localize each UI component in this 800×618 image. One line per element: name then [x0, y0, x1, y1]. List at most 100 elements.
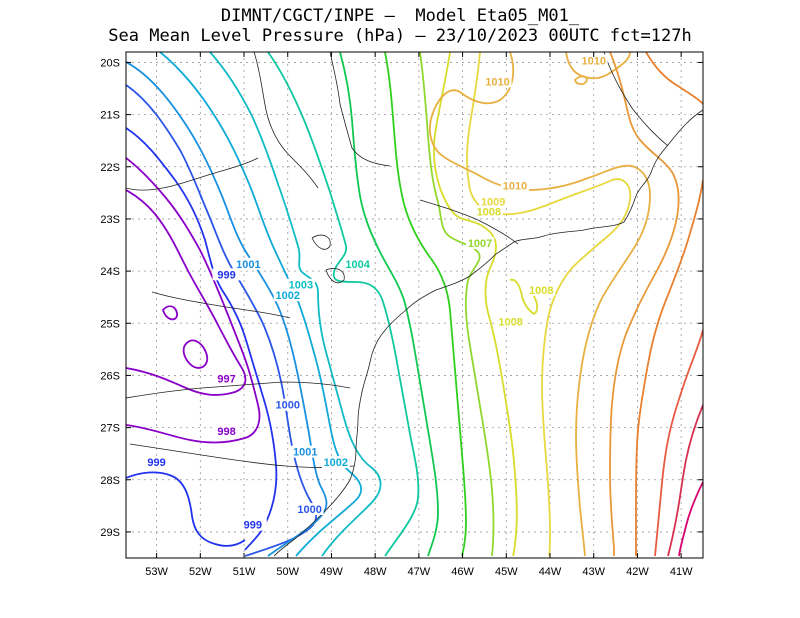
map-frame — [125, 51, 704, 559]
contour-label: 1010 — [581, 55, 605, 67]
contour-label: 1001 — [236, 259, 260, 271]
contour-label: 1008 — [477, 207, 501, 219]
x-tick-label: 50W — [276, 566, 299, 578]
x-tick-label: 48W — [364, 566, 387, 578]
map-title-line-2: Sea Mean Level Pressure (hPa) – 23/10/20… — [108, 26, 692, 46]
isobar-999-sw — [126, 471, 246, 547]
state-border-8 — [603, 52, 669, 147]
isobar-1010-n — [565, 52, 631, 80]
contour-label-bg — [295, 503, 324, 516]
state-border-3 — [126, 381, 351, 399]
contour-label: 1007 — [468, 238, 492, 250]
contour-label-bg — [466, 237, 495, 250]
contour-label: 999 — [147, 457, 165, 469]
state-border-4 — [129, 443, 355, 468]
x-tick-label: 44W — [539, 566, 562, 578]
y-tick-label: 29S — [100, 527, 120, 539]
isobar-1008 — [433, 52, 518, 557]
contour-label-bg — [142, 456, 171, 469]
isobar-1007 — [419, 52, 495, 557]
contour-label-bg — [483, 75, 512, 88]
isobar-997-closed — [161, 305, 178, 321]
contour-label-bg — [291, 445, 320, 458]
x-tick-label: 53W — [145, 566, 168, 578]
contour-label: 1008 — [498, 316, 522, 328]
brazil-coastline — [273, 109, 703, 557]
isobar-1015 — [678, 481, 703, 557]
state-border-2 — [151, 291, 291, 319]
contour-label: 1002 — [324, 457, 348, 469]
isobar-1004 — [267, 52, 420, 557]
y-tick-label: 21S — [100, 110, 120, 122]
contour-label: 1009 — [481, 196, 505, 208]
contour-label: 1008 — [529, 285, 553, 297]
contour-label: 1004 — [345, 259, 370, 271]
y-tick-label: 24S — [100, 266, 120, 278]
contour-label: 1002 — [275, 290, 299, 302]
contour-label-bg — [474, 205, 503, 218]
bay-detail-2 — [325, 268, 345, 284]
isobar-1003 — [209, 52, 382, 557]
contour-label-bg — [238, 518, 267, 531]
contour-label: 1001 — [293, 447, 317, 459]
contour-label-bg — [212, 372, 241, 385]
isobar-1013 — [654, 329, 703, 557]
y-tick-label: 25S — [100, 318, 120, 330]
contour-label: 999 — [217, 269, 235, 281]
contour-label-bg — [234, 257, 263, 270]
isobar-997-closed-2 — [182, 339, 209, 369]
contour-label: 997 — [217, 374, 235, 386]
y-tick-label: 20S — [100, 57, 120, 69]
isobar-1011 — [609, 52, 680, 556]
y-tick-label: 27S — [100, 423, 120, 435]
x-tick-label: 52W — [189, 566, 212, 578]
isobar-1008-e — [509, 278, 539, 316]
contour-label: 999 — [244, 520, 262, 532]
state-border-5 — [253, 52, 319, 189]
bay-detail-1 — [311, 234, 331, 250]
x-tick-label: 45W — [495, 566, 518, 578]
contour-label-bg — [579, 54, 608, 67]
isobar-1010 — [429, 52, 651, 557]
contour-label: 1003 — [289, 280, 313, 292]
contour-label-bg — [321, 456, 350, 469]
x-tick-label: 41W — [670, 566, 693, 578]
contour-label-bg — [286, 278, 315, 291]
isobar-1002 — [159, 52, 363, 557]
isobar-999 — [126, 127, 278, 551]
state-border-7 — [419, 199, 519, 245]
isobar-998 — [126, 157, 261, 444]
isobar-1010-small — [574, 75, 588, 86]
map-title-line-1: DIMNT/CGCT/INPE – Model Eta05_M01_ — [220, 6, 580, 26]
contour-label-bg — [527, 283, 556, 296]
contour-label: 1000 — [297, 504, 321, 516]
y-tick-label: 28S — [100, 475, 120, 487]
state-border-6 — [329, 52, 391, 167]
isobar-1000 — [126, 84, 317, 557]
isobar-1001 — [126, 61, 328, 557]
contour-label: 998 — [217, 426, 235, 438]
axis-ticks: 53W 52W 51W 50W 49W 48W 47W 46W 45W 44W 43W 42W 41W 2… — [100, 52, 703, 578]
x-tick-label: 49W — [320, 566, 343, 578]
x-tick-label: 46W — [451, 566, 474, 578]
state-border-1 — [126, 157, 259, 191]
isobar-lines — [126, 52, 703, 557]
contour-label-bg — [479, 195, 508, 208]
contour-label: 1000 — [275, 400, 299, 412]
y-tick-label: 22S — [100, 162, 120, 174]
isobar-1006 — [384, 52, 467, 557]
isobar-1009 — [466, 52, 632, 557]
y-tick-label: 23S — [100, 214, 120, 226]
isobar-1012 — [635, 52, 703, 556]
contour-label-bg — [343, 257, 372, 270]
y-tick-label: 26S — [100, 370, 120, 382]
contour-label-bg — [273, 398, 302, 411]
x-tick-label: 43W — [582, 566, 605, 578]
coastline-and-borders — [126, 52, 703, 557]
isobar-1014 — [667, 404, 703, 557]
contour-label-bg — [496, 315, 525, 328]
contour-label-bg — [212, 268, 241, 281]
x-tick-label: 42W — [626, 566, 649, 578]
isobar-1005 — [339, 52, 439, 557]
